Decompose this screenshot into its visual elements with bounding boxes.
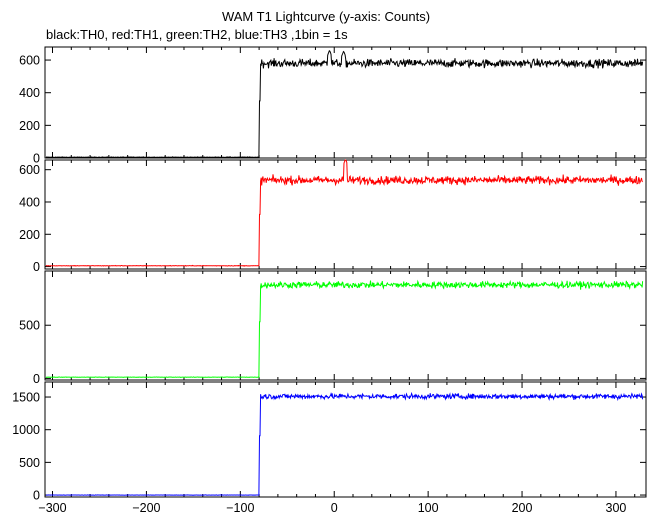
- y-tick-label-TH3: 1000: [12, 423, 40, 437]
- panel-frame-TH3: [44, 381, 647, 498]
- x-tick-label: 0: [331, 501, 338, 515]
- series-line-TH2: [45, 279, 644, 378]
- y-tick-label-TH3: 0: [33, 489, 40, 503]
- y-tick-label-TH2: 0: [33, 372, 40, 386]
- y-tick-label-TH0: 400: [19, 86, 40, 100]
- x-tick-label: 300: [606, 501, 627, 515]
- panel-frame-TH0: [44, 46, 647, 159]
- panel-frame-TH1: [44, 159, 647, 270]
- x-tick-label: 100: [418, 501, 439, 515]
- y-tick-label-TH0: 0: [33, 152, 40, 166]
- y-tick-label-TH3: 1500: [12, 391, 40, 405]
- y-tick-label-TH1: 400: [19, 195, 40, 209]
- panel-frame-TH2: [44, 270, 647, 381]
- x-tick-label: 200: [512, 501, 533, 515]
- y-tick-label-TH1: 200: [19, 228, 40, 242]
- y-tick-label-TH1: 600: [19, 163, 40, 177]
- series-line-TH1: [45, 159, 643, 267]
- series-line-TH0: [45, 50, 644, 159]
- y-tick-label-TH1: 0: [33, 260, 40, 274]
- y-tick-label-TH0: 200: [19, 119, 40, 133]
- x-tick-label: −300: [38, 501, 66, 515]
- x-tick-label: −200: [132, 501, 160, 515]
- y-tick-label-TH2: 500: [19, 319, 40, 333]
- chart-subtitle: black:TH0, red:TH1, green:TH2, blue:TH3 …: [46, 27, 348, 42]
- y-tick-label-TH3: 500: [19, 456, 40, 470]
- y-tick-label-TH0: 600: [19, 54, 40, 68]
- chart-title: WAM T1 Lightcurve (y-axis: Counts): [221, 9, 431, 24]
- x-tick-label: −100: [226, 501, 254, 515]
- series-line-TH3: [45, 391, 644, 496]
